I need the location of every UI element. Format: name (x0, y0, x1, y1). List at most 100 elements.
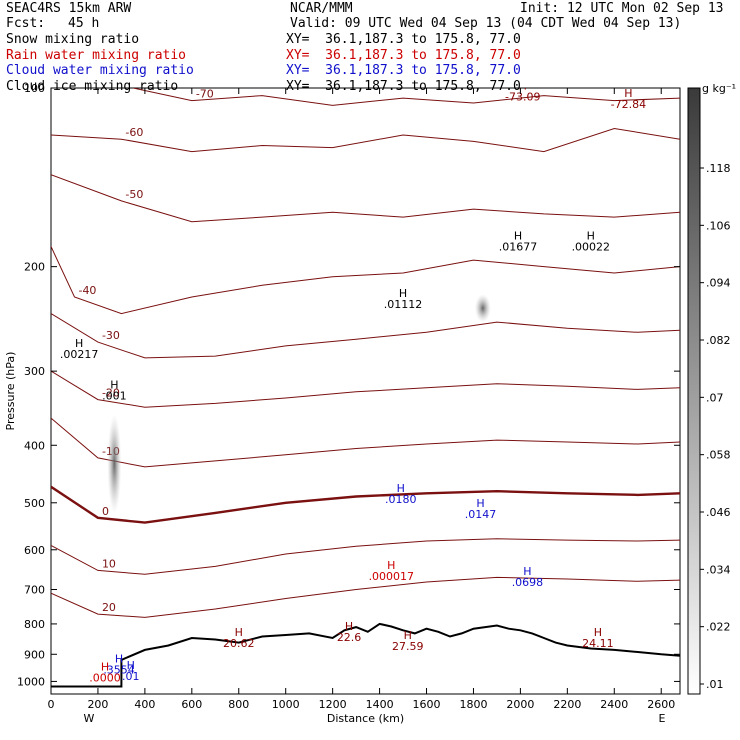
temperature-contour (51, 576, 680, 618)
x-tick-label: 2000 (506, 698, 534, 711)
terrain-line (51, 622, 680, 688)
max-value-label: 22.6 (337, 631, 362, 644)
fcst-label: Fcst: (6, 16, 46, 31)
y-tick-label: 300 (24, 365, 45, 378)
x-axis-title: Distance (km) (327, 712, 404, 725)
model-title: SEAC4RS 15km ARW (6, 1, 132, 16)
max-marker: H (519, 80, 527, 93)
max-marker: H (101, 660, 109, 673)
center-title: NCAR/MMM (290, 1, 353, 16)
max-value-label: .01112 (384, 298, 423, 311)
max-value-label: 24.11 (582, 637, 614, 650)
temperature-contour (51, 485, 680, 524)
colorbar-tick-label: .106 (706, 219, 731, 232)
x-tick-label: 1400 (366, 698, 394, 711)
field-cloud-water-xy: XY= 36.1,187.3 to 175.8, 77.0 (286, 63, 521, 78)
plot-frame (50, 87, 681, 695)
colorbar: .118 .106 .094 .082 .07 .058 .046 .034 .022 .01 g … (687, 82, 736, 695)
x-tick-label: 1200 (319, 698, 347, 711)
x-tick-label: 1000 (272, 698, 300, 711)
max-marker: H (115, 653, 123, 666)
max-value-label: .00217 (60, 348, 99, 361)
max-marker: H (514, 230, 522, 243)
contour-label: -20 (102, 387, 120, 400)
max-marker: H (399, 287, 407, 300)
max-marker: H (127, 659, 135, 672)
y-axis-title: Pressure (hPa) (4, 352, 17, 431)
colorbar-tick-label: .01 (706, 678, 724, 691)
contour-label: -70 (196, 88, 214, 101)
max-marker: H (75, 337, 83, 350)
contour-label: -50 (125, 188, 143, 201)
max-value-label: .000017 (369, 570, 415, 583)
max-value-label: .0000 (89, 671, 121, 684)
max-value-label: .0698 (512, 576, 544, 589)
max-value-label: .0180 (385, 493, 417, 506)
y-tick-label: 400 (24, 439, 45, 452)
max-value-label: -72.84 (611, 98, 646, 111)
temperature-contour (51, 174, 680, 223)
y-tick-label: 800 (24, 618, 45, 631)
y-tick-label: 200 (24, 261, 45, 274)
fcst-value: 45 h (68, 16, 100, 31)
max-marker: H (345, 620, 353, 633)
max-marker: H (110, 379, 118, 392)
colorbar-tick-label: .082 (706, 334, 731, 347)
contour-label: 10 (102, 557, 116, 570)
temperature-contour (132, 88, 680, 106)
temperature-contour (51, 370, 680, 408)
max-marker: H (404, 629, 412, 642)
x-tick-label: 1600 (413, 698, 441, 711)
field-cloud-water-name: Cloud water mixing ratio (6, 63, 194, 78)
field-rain-xy: XY= 36.1,187.3 to 175.8, 77.0 (286, 48, 521, 63)
temperature-contour (51, 313, 680, 359)
max-marker: H (387, 559, 395, 572)
colorbar-tick-label: .058 (706, 449, 731, 462)
valid-time: Valid: 09 UTC Wed 04 Sep 13 (04 CDT Wed … (290, 16, 682, 31)
y-tick-label-top: 100 (24, 82, 45, 95)
max-marker: H (397, 482, 405, 495)
temperature-contour (51, 417, 680, 468)
x-tick-label: 400 (134, 698, 155, 711)
colorbar-tick-label: .094 (706, 277, 731, 290)
y-tick-label: 600 (24, 544, 45, 557)
y-tick-label: 500 (24, 497, 45, 510)
contour-label: -30 (102, 329, 120, 342)
x-tick-label: 2600 (647, 698, 675, 711)
max-marker: H (624, 87, 632, 100)
max-value-label: 20.62 (223, 637, 255, 650)
contour-label: 20 (102, 601, 116, 614)
snow-shading (107, 413, 122, 514)
colorbar-tick-label: .118 (706, 162, 731, 175)
west-end-label: W (84, 712, 95, 725)
max-value-label: .01 (122, 670, 140, 683)
max-marker: H (594, 626, 602, 639)
temperature-contour (51, 246, 680, 315)
max-value-label: 27.59 (392, 640, 424, 653)
x-tick-label: 2400 (600, 698, 628, 711)
x-tick-label: 0 (48, 698, 55, 711)
contour-label: -60 (125, 126, 143, 139)
max-marker: H (476, 497, 484, 510)
east-end-label: E (659, 712, 666, 725)
x-tick-label: 2200 (553, 698, 581, 711)
colorbar-unit: g kg⁻¹ (702, 82, 736, 95)
max-marker: H (235, 626, 243, 639)
max-marker: H (587, 230, 595, 243)
x-tick-label: 800 (228, 698, 249, 711)
x-tick-label: 200 (87, 698, 108, 711)
init-time: Init: 12 UTC Mon 02 Sep 13 (520, 1, 724, 16)
field-snow-xy: XY= 36.1,187.3 to 175.8, 77.0 (286, 32, 521, 47)
x-tick-label: 1800 (459, 698, 487, 711)
max-value-label: -73.09 (505, 91, 540, 104)
ice-shading (474, 294, 491, 323)
field-snow-name: Snow mixing ratio (6, 32, 140, 47)
max-value-label: .3554 (103, 664, 135, 677)
contour-label: -40 (78, 284, 96, 297)
colorbar-tick-label: .07 (706, 391, 724, 404)
colorbar-tick-label: .046 (706, 506, 731, 519)
temperature-contour (51, 538, 680, 575)
field-ice-xy: XY= 36.1,187.3 to 175.8, 77.0 (286, 79, 521, 94)
max-value-label: .001 (102, 390, 127, 403)
